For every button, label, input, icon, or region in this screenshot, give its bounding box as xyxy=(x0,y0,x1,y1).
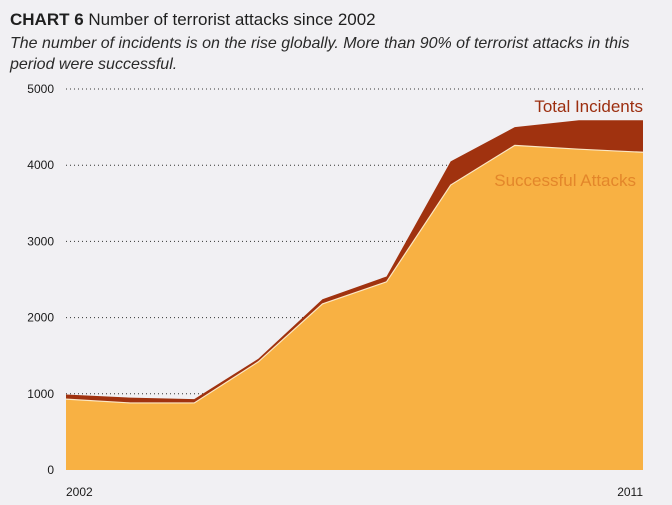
y-tick-label-0: 0 xyxy=(47,463,54,477)
series-label-successful-attacks: Successful Attacks xyxy=(494,171,636,190)
series-label-total-incidents: Total Incidents xyxy=(534,97,643,116)
chart-subtitle: The number of incidents is on the rise g… xyxy=(10,35,630,73)
y-tick-label-3000: 3000 xyxy=(27,234,54,248)
y-tick-label-1000: 1000 xyxy=(27,387,54,401)
y-tick-label-4000: 4000 xyxy=(27,158,54,172)
y-axis-ticks: 0 1000 2000 3000 4000 5000 xyxy=(27,82,54,477)
y-tick-label-5000: 5000 xyxy=(27,82,54,96)
chart-tag: CHART 6 xyxy=(10,10,84,29)
x-tick-label-last: 2011 xyxy=(617,485,643,499)
area-successful-attacks xyxy=(66,145,643,470)
y-tick-label-2000: 2000 xyxy=(27,311,54,325)
successful-edge-line xyxy=(65,144,644,404)
chart-areas xyxy=(65,120,644,470)
x-tick-label-first: 2002 xyxy=(66,485,93,499)
series-labels: Total Incidents Successful Attacks xyxy=(494,97,643,190)
x-axis-ticks: 2002 2011 xyxy=(66,485,643,499)
chart-title: Number of terrorist attacks since 2002 xyxy=(88,10,376,29)
chart-heading: CHART 6 Number of terrorist attacks sinc… xyxy=(10,9,660,31)
